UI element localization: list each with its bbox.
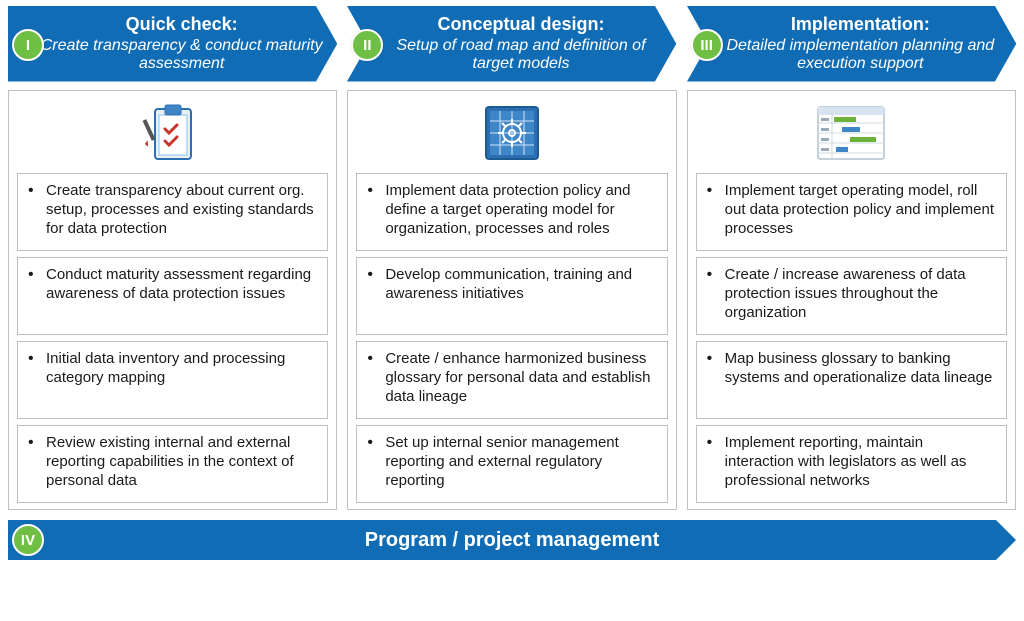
bullet-text: Develop communication, training and awar…	[385, 266, 656, 326]
phase-icon-wrap	[356, 97, 667, 169]
bullet-item: •Review existing internal and external r…	[17, 425, 328, 503]
phase-col-3: III Implementation: Detailed implementat…	[687, 6, 1016, 510]
bullet-item: •Implement reporting, maintain interacti…	[696, 425, 1007, 503]
phase-header-1: I Quick check: Create transparency & con…	[8, 6, 337, 84]
bullet-item: •Develop communication, training and awa…	[356, 257, 667, 335]
footer-bar: IV Program / project management	[8, 520, 1016, 560]
bullet-item: •Initial data inventory and processing c…	[17, 341, 328, 419]
bullet-text: Review existing internal and external re…	[46, 434, 317, 494]
bullet-list: •Implement data protection policy and de…	[356, 173, 667, 503]
phase-badge-1: I	[12, 29, 44, 61]
bullet-list: •Create transparency about current org. …	[17, 173, 328, 503]
bullet-text: Create / increase awareness of data prot…	[725, 266, 996, 326]
phase-header-3: III Implementation: Detailed implementat…	[687, 6, 1016, 84]
bullet-item: •Set up internal senior management repor…	[356, 425, 667, 503]
phase-icon-wrap	[17, 97, 328, 169]
phase-subtitle: Detailed implementation planning and exe…	[715, 37, 1006, 74]
footer-label: Program / project management	[365, 529, 660, 552]
blueprint-gear-icon	[480, 101, 544, 165]
phase-panel-2: •Implement data protection policy and de…	[347, 90, 676, 510]
bullet-item: •Create / enhance harmonized business gl…	[356, 341, 667, 419]
bullet-text: Implement target operating model, roll o…	[725, 182, 996, 242]
phase-subtitle: Setup of road map and definition of targ…	[375, 37, 666, 74]
bullet-item: •Conduct maturity assessment regarding a…	[17, 257, 328, 335]
phase-columns: I Quick check: Create transparency & con…	[8, 6, 1016, 510]
gantt-chart-icon	[816, 105, 886, 161]
phase-badge-3: III	[691, 29, 723, 61]
phase-title: Implementation:	[715, 15, 1006, 35]
bullet-list: •Implement target operating model, roll …	[696, 173, 1007, 503]
bullet-text: Create transparency about current org. s…	[46, 182, 317, 242]
bullet-item: •Map business glossary to banking system…	[696, 341, 1007, 419]
bullet-text: Map business glossary to banking systems…	[725, 350, 996, 410]
bullet-item: •Create transparency about current org. …	[17, 173, 328, 251]
bullet-item: •Create / increase awareness of data pro…	[696, 257, 1007, 335]
phase-icon-wrap	[696, 97, 1007, 169]
phase-subtitle: Create transparency & conduct maturity a…	[36, 37, 327, 74]
bullet-item: •Implement target operating model, roll …	[696, 173, 1007, 251]
phase-title: Quick check:	[36, 15, 327, 35]
bullet-text: Create / enhance harmonized business glo…	[385, 350, 656, 410]
bullet-text: Set up internal senior management report…	[385, 434, 656, 494]
phase-col-1: I Quick check: Create transparency & con…	[8, 6, 337, 510]
clipboard-check-icon	[141, 101, 205, 165]
phase-title: Conceptual design:	[375, 15, 666, 35]
phase-panel-3: •Implement target operating model, roll …	[687, 90, 1016, 510]
phase-panel-1: •Create transparency about current org. …	[8, 90, 337, 510]
phase-badge-2: II	[351, 29, 383, 61]
bullet-text: Implement data protection policy and def…	[385, 182, 656, 242]
bullet-item: •Implement data protection policy and de…	[356, 173, 667, 251]
phase-header-2: II Conceptual design: Setup of road map …	[347, 6, 676, 84]
phase-col-2: II Conceptual design: Setup of road map …	[347, 6, 676, 510]
footer-badge: IV	[12, 524, 44, 556]
bullet-text: Initial data inventory and processing ca…	[46, 350, 317, 410]
bullet-text: Conduct maturity assessment regarding aw…	[46, 266, 317, 326]
bullet-text: Implement reporting, maintain interactio…	[725, 434, 996, 494]
